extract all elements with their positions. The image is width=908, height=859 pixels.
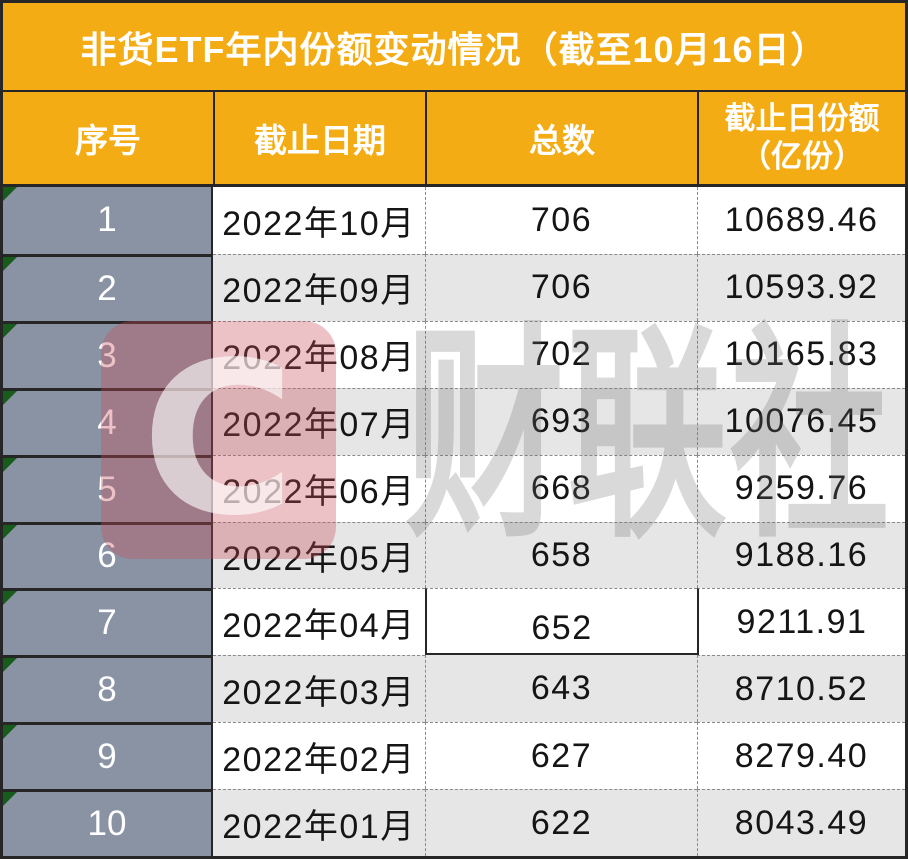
row-number-cell: 10 [3,789,213,856]
row-number: 9 [97,737,117,777]
shares-cell: 9259.76 [697,454,905,522]
shares-cell: 9188.16 [697,521,905,589]
date-cell: 2022年01月 [213,789,425,856]
table-header-row: 序号 截止日期 总数 截止日份额 （亿份） [3,92,905,187]
total-cell: 643 [425,655,697,723]
table-row: 8 2022年03月 643 8710.52 [3,655,905,723]
date-cell: 2022年04月 [213,588,425,656]
shares-cell: 10593.92 [697,253,905,321]
date-cell: 2022年06月 [213,454,425,522]
shares-cell: 9211.91 [697,588,905,656]
corner-mark-icon [3,256,17,271]
corner-mark-icon [3,323,17,338]
row-number-cell: 9 [3,722,213,790]
total-cell: 622 [425,789,697,856]
date-cell: 2022年05月 [213,521,425,589]
row-number-cell: 8 [3,655,213,723]
row-number: 10 [87,804,127,844]
shares-cell: 10689.46 [697,187,905,254]
header-total: 总数 [425,92,697,184]
table-title: 非货ETF年内份额变动情况（截至10月16日） [3,3,905,92]
total-cell: 658 [425,521,697,589]
corner-mark-icon [3,591,17,606]
table-row: 6 2022年05月 658 9188.16 [3,521,905,589]
corner-mark-icon [3,457,17,472]
date-cell: 2022年09月 [213,253,425,321]
date-cell: 2022年03月 [213,655,425,723]
corner-mark-icon [3,792,17,807]
corner-mark-icon [3,187,17,201]
total-cell: 693 [425,387,697,455]
row-number-cell: 4 [3,387,213,455]
table-row: 7 2022年04月 652 9211.91 [3,588,905,656]
header-index: 序号 [75,122,141,159]
row-number: 4 [97,402,117,442]
total-cell: 702 [425,320,697,388]
row-number-cell: 3 [3,320,213,388]
corner-mark-icon [3,524,17,539]
total-cell: 706 [425,253,697,321]
date-cell: 2022年08月 [213,320,425,388]
total-cell: 706 [425,187,697,254]
header-shares-line2: （亿份） [740,139,864,174]
row-number: 2 [97,268,117,308]
date-cell: 2022年02月 [213,722,425,790]
total-cell: 627 [425,722,697,790]
table-body: 1 2022年10月 706 10689.46 2 2022年09月 706 1… [3,187,905,856]
row-number-cell: 5 [3,454,213,522]
date-cell: 2022年07月 [213,387,425,455]
row-number-cell: 6 [3,521,213,589]
row-number-cell: 7 [3,588,213,656]
table-row: 5 2022年06月 668 9259.76 [3,454,905,522]
total-cell: 652 [425,588,697,656]
row-number: 1 [97,200,117,240]
header-date: 截止日期 [213,92,425,184]
table-row: 2 2022年09月 706 10593.92 [3,253,905,321]
row-number: 3 [97,335,117,375]
row-number: 7 [97,603,117,643]
header-shares: 截止日份额 （亿份） [697,92,905,184]
shares-cell: 8279.40 [697,722,905,790]
header-shares-line1: 截止日份额 [724,101,880,137]
row-number-cell: 2 [3,253,213,321]
shares-cell: 8710.52 [697,655,905,723]
row-number: 8 [97,670,117,710]
row-number-cell: 1 [3,187,213,254]
corner-mark-icon [3,658,17,673]
row-number: 5 [97,469,117,509]
shares-cell: 10076.45 [697,387,905,455]
table-row: 9 2022年02月 627 8279.40 [3,722,905,790]
total-cell: 668 [425,454,697,522]
date-cell: 2022年10月 [213,187,425,254]
corner-mark-icon [3,390,17,405]
table-row: 4 2022年07月 693 10076.45 [3,387,905,455]
table-row: 1 2022年10月 706 10689.46 [3,187,905,254]
shares-cell: 10165.83 [697,320,905,388]
shares-cell: 8043.49 [697,789,905,856]
table-row: 3 2022年08月 702 10165.83 [3,320,905,388]
row-number: 6 [97,536,117,576]
table-row: 10 2022年01月 622 8043.49 [3,789,905,856]
corner-mark-icon [3,725,17,740]
